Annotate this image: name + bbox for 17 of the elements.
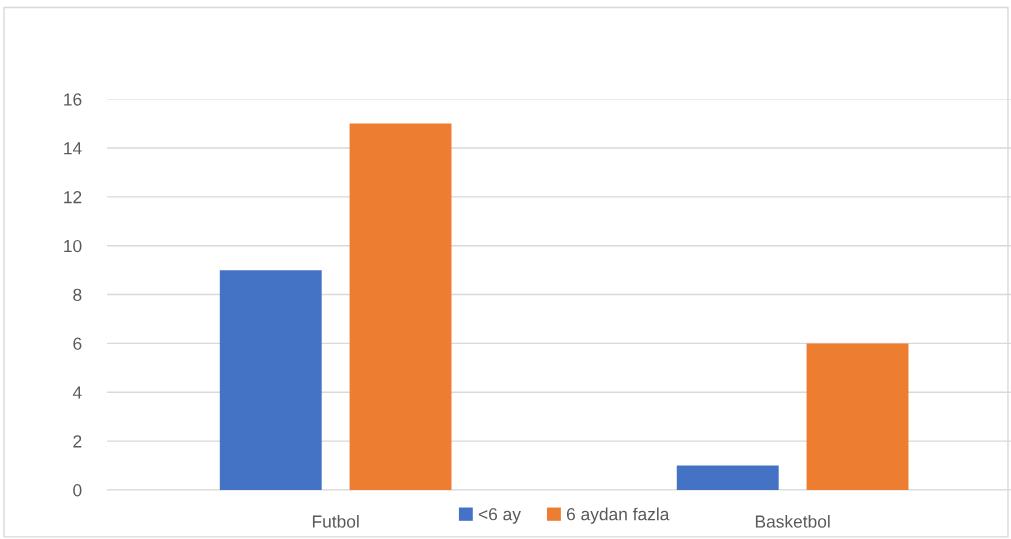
legend-label: <6 ay bbox=[478, 508, 521, 524]
y-tick-label: 2 bbox=[73, 435, 82, 448]
y-tick-label: 16 bbox=[64, 93, 82, 106]
bar bbox=[676, 465, 779, 490]
bar bbox=[219, 270, 322, 490]
y-tick-label: 14 bbox=[64, 142, 82, 155]
x-tick-label: Futbol bbox=[312, 514, 359, 528]
bar bbox=[349, 123, 452, 490]
y-tick-label: 12 bbox=[64, 191, 82, 204]
x-tick-label: Basketbol bbox=[755, 514, 830, 528]
y-tick-label: 8 bbox=[73, 288, 82, 302]
legend-label: 6 aydan fazla bbox=[566, 507, 670, 524]
y-tick-label: 4 bbox=[72, 386, 82, 399]
y-tick-label: 0 bbox=[73, 484, 82, 497]
bar bbox=[806, 343, 909, 490]
y-tick-label: 6 bbox=[73, 337, 82, 350]
y-tick-label: 10 bbox=[64, 239, 82, 253]
